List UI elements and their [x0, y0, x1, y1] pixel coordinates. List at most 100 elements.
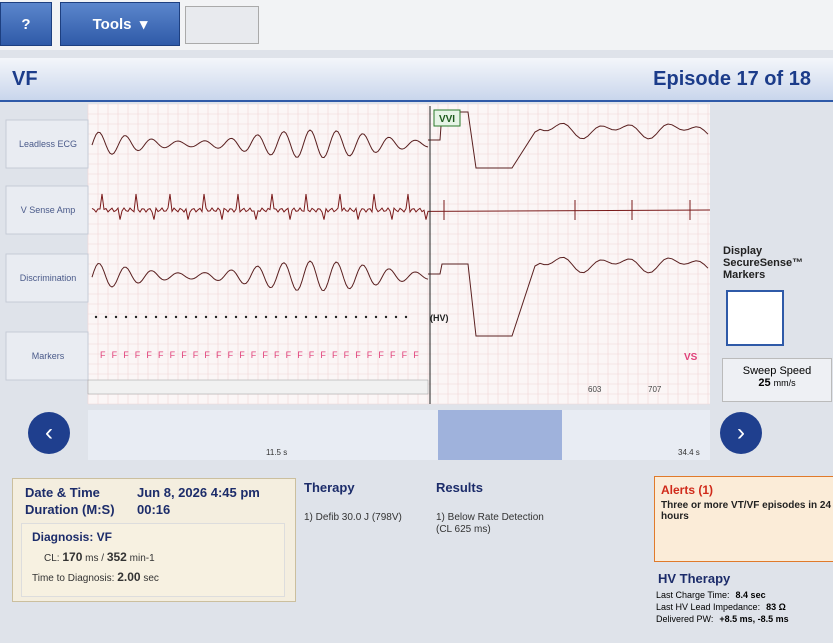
hv-value: +8.5 ms, -8.5 ms	[719, 614, 789, 624]
detection-dot	[214, 315, 218, 319]
diagnosis-title: Diagnosis: VF	[32, 530, 113, 544]
detection-dot	[364, 315, 368, 319]
marker-f: F	[112, 350, 118, 360]
detection-dot	[94, 315, 98, 319]
hv-value: 83 Ω	[766, 602, 786, 612]
detection-dot	[134, 315, 138, 319]
marker-f: F	[309, 350, 315, 360]
sweep-label: Sweep Speed	[742, 365, 812, 377]
hv-label: Last Charge Time:	[656, 590, 730, 600]
tools-button[interactable]: Tools ▾	[60, 2, 180, 46]
help-button[interactable]: ?	[0, 2, 52, 46]
marker-f: F	[402, 350, 408, 360]
detection-dot	[374, 315, 378, 319]
marker-f: F	[135, 350, 141, 360]
detection-dot	[394, 315, 398, 319]
date-value: Jun 8, 2026 4:45 pm	[137, 485, 260, 500]
marker-f: F	[378, 350, 384, 360]
marker-f: F	[170, 350, 176, 360]
episode-type: VF	[12, 68, 38, 90]
detection-dot	[124, 315, 128, 319]
rate-value: 352	[106, 550, 127, 564]
next-button[interactable]: ›	[720, 412, 762, 454]
marker-f: F	[297, 350, 303, 360]
marker-f: F	[239, 350, 245, 360]
sweep-speed-button[interactable]: Sweep Speed 25 mm/s	[722, 358, 832, 402]
marker-f: F	[286, 350, 292, 360]
marker-f: F	[216, 350, 222, 360]
detection-dot	[304, 315, 308, 319]
marker-f: F	[181, 350, 187, 360]
diagnosis-box: Diagnosis: VF CL: 170 ms / 352 min-1 Tim…	[21, 523, 285, 597]
detection-dot	[174, 315, 178, 319]
therapy-item: 1) Defib 30.0 J (798V)	[304, 512, 402, 523]
episode-counter: Episode 17 of 18	[653, 68, 811, 90]
detection-dot	[294, 315, 298, 319]
detection-dot	[244, 315, 248, 319]
results-item: (CL 625 ms)	[436, 524, 491, 535]
results-item: 1) Below Rate Detection	[436, 512, 544, 523]
episode-info: Date & Time Jun 8, 2026 4:45 pm Duration…	[12, 478, 296, 602]
hv-therapy-rows: Last Charge Time: 8.4 sec Last HV Lead Imp…	[656, 590, 833, 626]
cl-value: 170	[62, 550, 83, 564]
securesense-checkbox[interactable]	[726, 290, 784, 346]
detection-dot	[344, 315, 348, 319]
sense-trace	[91, 193, 711, 220]
marker-f: F	[332, 350, 338, 360]
marker-f: F	[146, 350, 152, 360]
marker-f: F	[344, 350, 350, 360]
prev-button[interactable]: ‹	[28, 412, 70, 454]
marker-f: F	[274, 350, 280, 360]
detection-dot	[264, 315, 268, 319]
cl-unit: ms /	[85, 553, 105, 564]
hv-therapy-title: HV Therapy	[658, 571, 731, 586]
detection-dot	[184, 315, 188, 319]
ttd-value: 2.00	[117, 570, 141, 584]
results-title: Results	[436, 480, 483, 495]
timeline: 11.5 s 34.4 s	[88, 410, 710, 460]
detection-dot	[194, 315, 198, 319]
channel-label: Markers	[32, 351, 65, 361]
marker-f: F	[413, 350, 419, 360]
strip-box	[185, 6, 259, 44]
display-securesense: Display SecureSense™ Markers	[723, 245, 804, 281]
marker-f: F	[204, 350, 210, 360]
hv-row: Last HV Lead Impedance: 83 Ω	[656, 602, 833, 614]
discrimination-trace	[428, 256, 709, 337]
ecg-trace	[91, 129, 429, 159]
detection-dot	[314, 315, 318, 319]
discrimination-trace	[91, 260, 429, 292]
marker-f: F	[355, 350, 361, 360]
channel-label: Leadless ECG	[19, 139, 77, 149]
interval-label: 707	[648, 385, 662, 394]
channel-tab	[5, 253, 89, 303]
timeline-start: 11.5 s	[266, 448, 288, 457]
detection-dot	[334, 315, 338, 319]
detection-dot	[224, 315, 228, 319]
alerts-text: Three or more VT/VF episodes in 24 hours	[661, 500, 832, 522]
ttd-label: Time to Diagnosis:	[32, 573, 115, 584]
detection-dot	[404, 315, 408, 319]
channel-label: Discrimination	[20, 273, 77, 283]
detection-dot	[234, 315, 238, 319]
timeline-end: 34.4 s	[678, 448, 700, 457]
hv-value: 8.4 sec	[735, 590, 766, 600]
marker-f: F	[123, 350, 129, 360]
detection-dot	[254, 315, 258, 319]
detection-dot	[114, 315, 118, 319]
hv-row: Last Charge Time: 8.4 sec	[656, 590, 833, 602]
marker-vs: VS	[684, 352, 698, 363]
hv-label: Last HV Lead Impedance:	[656, 602, 761, 612]
marker-f: F	[251, 350, 257, 360]
rate-unit: min-1	[129, 553, 155, 564]
detection-dot	[204, 315, 208, 319]
duration-value: 00:16	[137, 502, 171, 517]
marker-f: F	[193, 350, 199, 360]
marker-f: F	[262, 350, 268, 360]
detection-dot	[164, 315, 168, 319]
alerts-box[interactable]: Alerts (1) Three or more VT/VF episodes …	[654, 476, 833, 562]
marker-f: F	[367, 350, 373, 360]
marker-f: F	[390, 350, 396, 360]
marker-f: F	[228, 350, 234, 360]
